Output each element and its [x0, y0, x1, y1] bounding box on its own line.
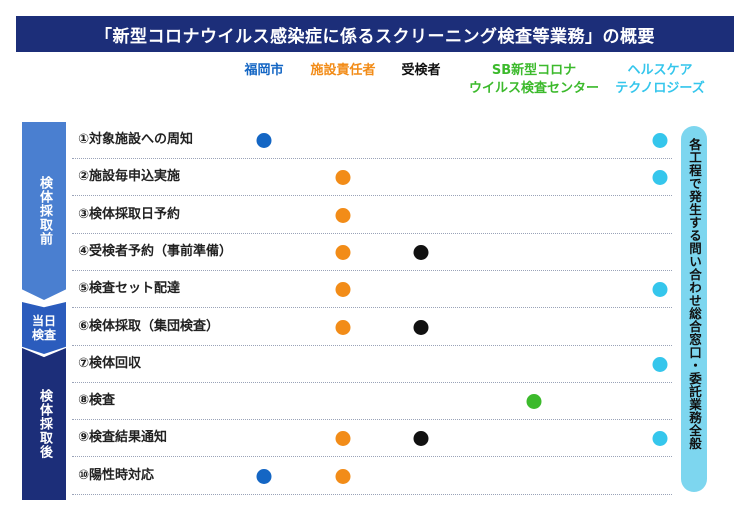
column-header-examinee: 受検者	[401, 62, 440, 80]
column-header-line: 施設責任者	[310, 63, 376, 78]
process-row: ④受検者予約（事前準備）	[72, 234, 672, 271]
responsibility-dot-facility	[335, 170, 351, 186]
process-step-label: ②施設毎申込実施	[78, 169, 181, 185]
responsibility-dot-health	[652, 356, 668, 372]
process-row: ⑧検査	[72, 383, 672, 421]
column-header-line: ウイルス検査センター	[468, 81, 600, 96]
contact-window-pill: 各工程で発生する問い合わせ総合窓口・委託業務全般	[681, 126, 707, 492]
responsibility-dot-health	[652, 431, 668, 447]
process-row: ③検体採取日予約	[72, 197, 672, 234]
process-row: ②施設毎申込実施	[72, 159, 672, 197]
process-step-label: ⑥検体採取（集団検査）	[78, 318, 220, 334]
column-header-fukuoka: 福岡市	[244, 62, 283, 80]
process-step-label: ①対象施設への周知	[78, 132, 194, 147]
phase-after-sampling: 検体採取後	[22, 348, 66, 500]
responsibility-dot-facility	[335, 431, 351, 447]
responsibility-dot-health	[652, 133, 668, 148]
responsibility-dot-facility	[335, 468, 351, 484]
responsibility-dot-fukuoka	[256, 133, 272, 148]
column-header-line: ヘルスケア	[627, 63, 693, 78]
process-row: ⑦検体回収	[72, 346, 672, 383]
column-header-health: ヘルスケアテクノロジーズ	[615, 62, 705, 98]
column-header-facility: 施設責任者	[310, 62, 375, 80]
responsibility-dot-examinee	[413, 431, 429, 447]
responsibility-dot-sb	[526, 394, 542, 410]
process-row: ⑩陽性時対応	[72, 458, 672, 495]
column-header-sb: SB新型コロナウイルス検査センター	[469, 62, 599, 98]
process-step-label: ⑦検体回収	[78, 355, 142, 371]
process-step-label: ④受検者予約（事前準備）	[78, 243, 233, 259]
column-header-line: 福岡市	[244, 63, 284, 78]
process-step-label: ⑧検査	[78, 393, 116, 409]
phase-label: 当日検査	[31, 314, 56, 342]
responsibility-dot-facility	[335, 244, 351, 260]
process-row: ⑨検査結果通知	[72, 420, 672, 458]
process-step-label: ⑤検査セット配達	[78, 281, 181, 297]
responsibility-dot-facility	[335, 319, 351, 335]
process-row: ①対象施設への周知	[72, 122, 672, 159]
responsibility-dot-fukuoka	[256, 468, 272, 484]
process-row: ⑥検体採取（集団検査）	[72, 309, 672, 346]
process-row: ⑤検査セット配達	[72, 271, 672, 309]
responsibility-dot-facility	[335, 282, 351, 298]
contact-window-label: 各工程で発生する問い合わせ総合窓口・委託業務全般	[687, 138, 702, 450]
page-title: 「新型コロナウイルス感染症に係るスクリーニング検査等業務」の概要	[16, 16, 734, 52]
responsibility-dot-health	[652, 282, 668, 298]
responsibility-dot-facility	[335, 207, 351, 223]
responsibility-dot-examinee	[413, 244, 429, 260]
process-step-label: ③検体採取日予約	[78, 206, 181, 222]
process-step-label: ⑨検査結果通知	[78, 430, 168, 446]
responsibility-dot-examinee	[413, 319, 429, 335]
phase-label: 検体採取前	[37, 176, 52, 246]
phase-label: 検体採取後	[37, 389, 52, 459]
phase-test-day: 当日検査	[22, 302, 66, 354]
process-step-label: ⑩陽性時対応	[78, 467, 155, 483]
column-header-line: テクノロジーズ	[615, 81, 705, 96]
phase-before-sampling: 検体採取前	[22, 122, 66, 300]
responsibility-dot-health	[652, 170, 668, 186]
column-header-line: SB新型コロナ	[491, 63, 577, 78]
column-header-line: 受検者	[401, 63, 441, 78]
